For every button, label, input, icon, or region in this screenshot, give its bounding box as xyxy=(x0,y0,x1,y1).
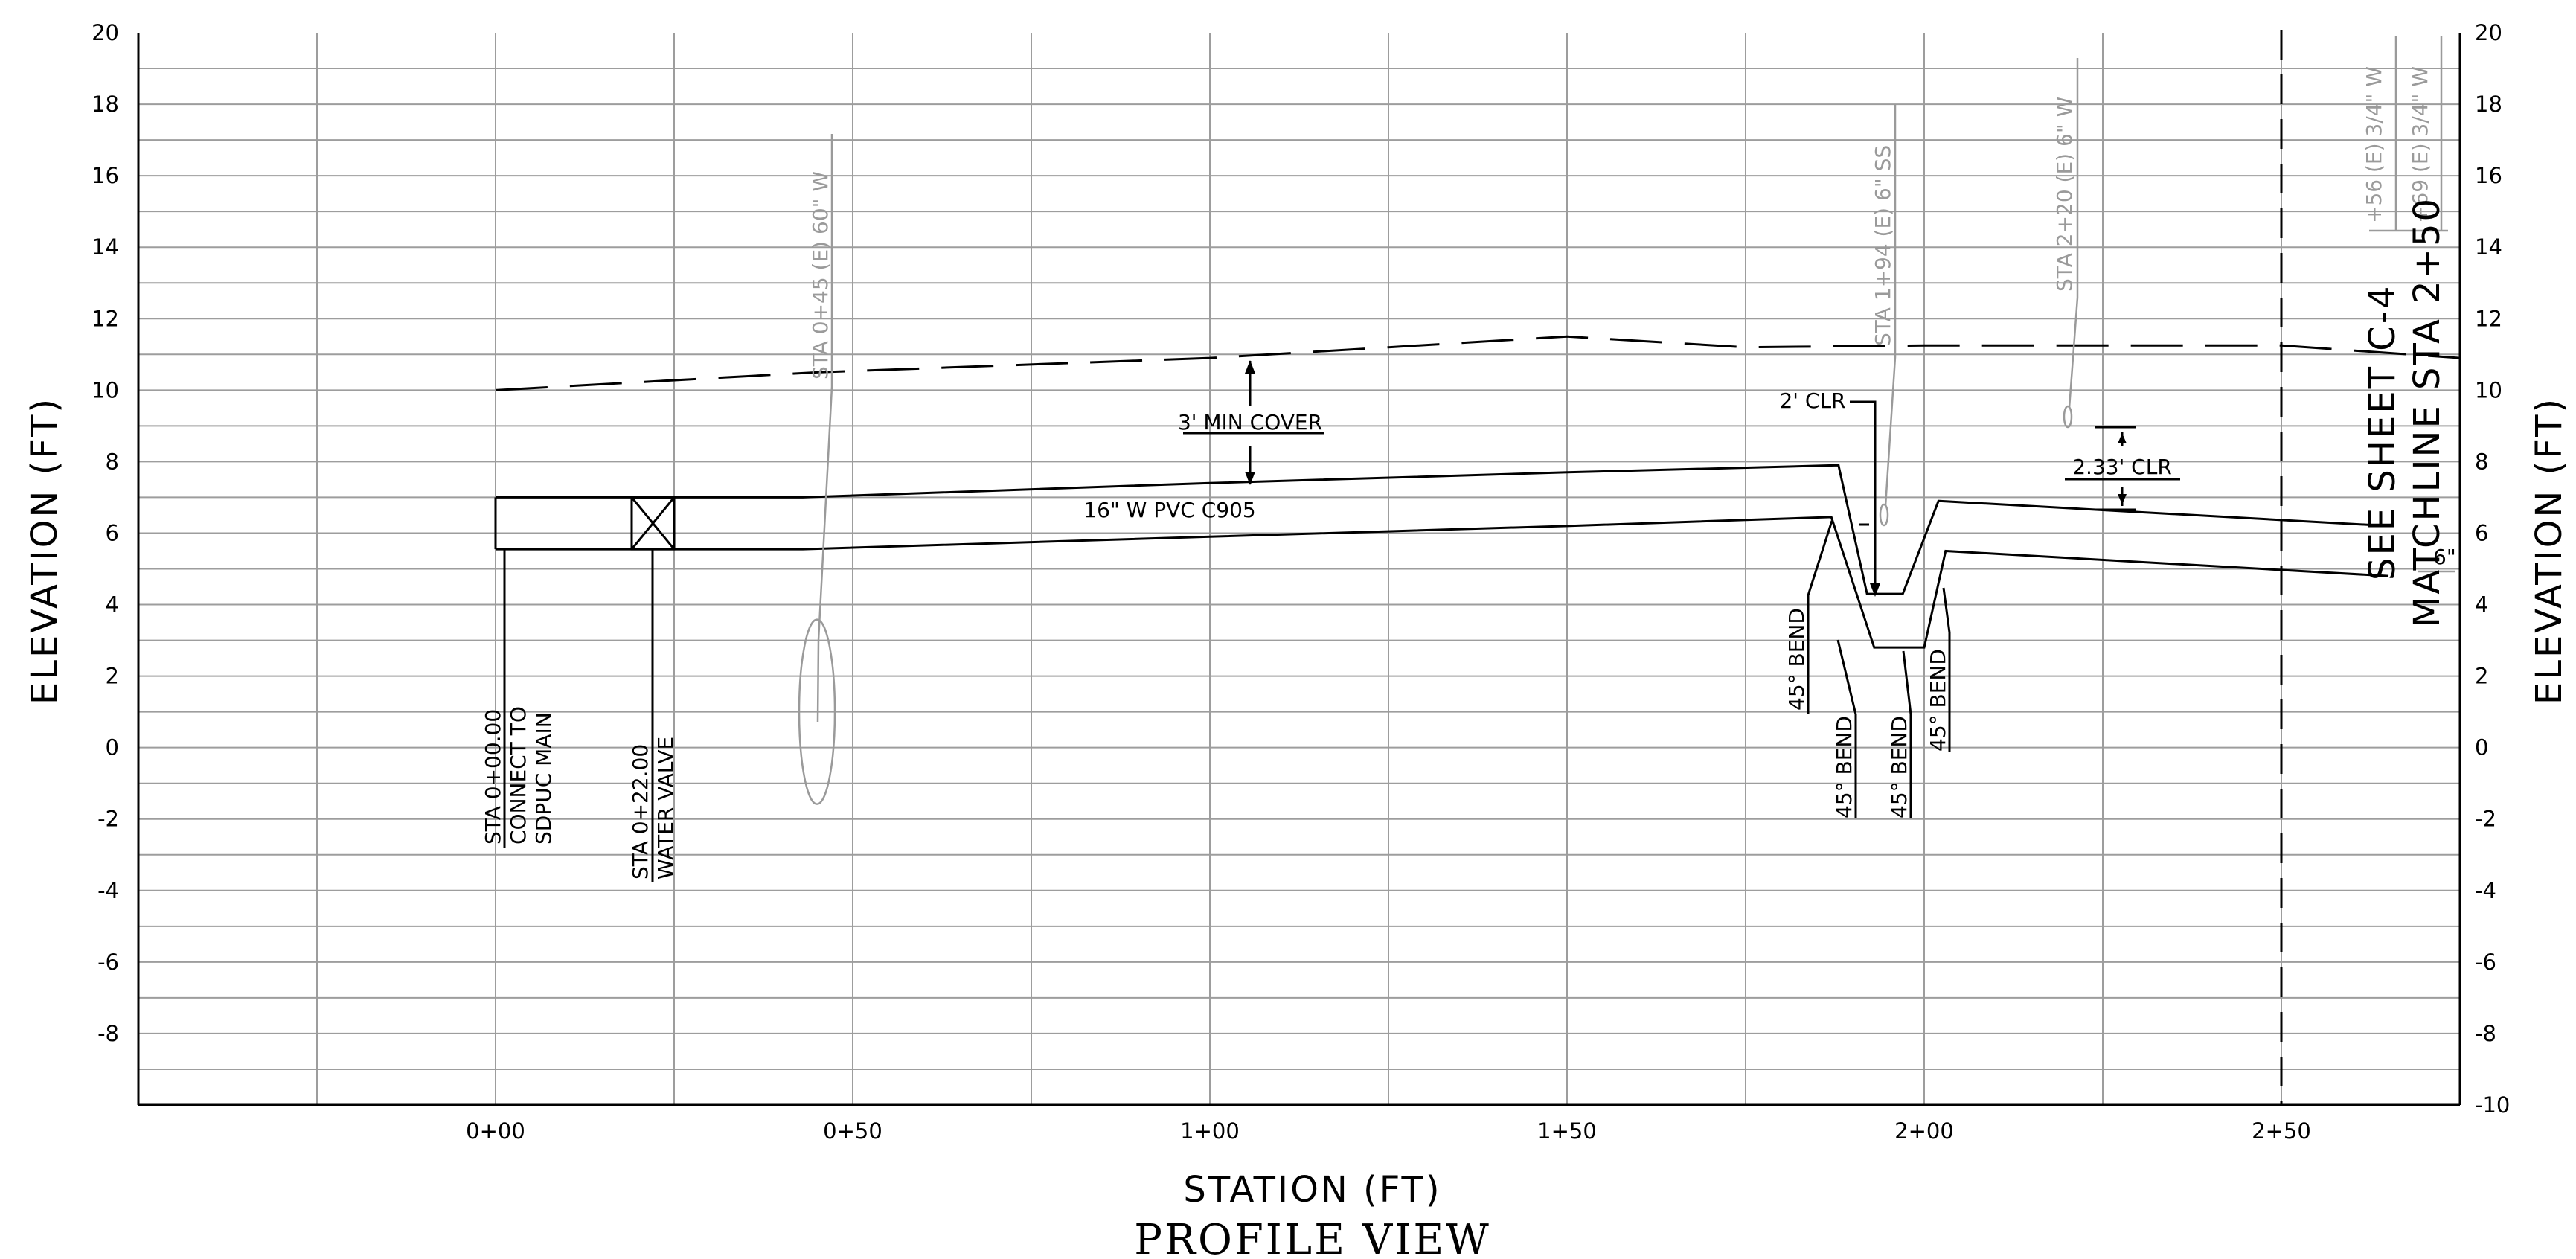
leader-utility-045 xyxy=(816,134,833,723)
x-tick-label: 0+50 xyxy=(823,1118,882,1144)
y-tick-label-left: -4 xyxy=(97,878,119,903)
tick-labels: -8-6-4-202468101214161820-10-8-6-4-20246… xyxy=(92,20,2510,1144)
y-tick-label-left: 20 xyxy=(92,20,119,45)
existing-water-main-60in xyxy=(798,618,836,805)
y-tick-label-left: 16 xyxy=(92,163,119,188)
y-tick-label-left: 4 xyxy=(106,592,119,618)
arrow-cover-up xyxy=(1245,360,1255,374)
y-axis-label-left: ELEVATION (FT) xyxy=(24,397,65,705)
y-tick-label-left: 18 xyxy=(92,92,119,117)
leader-utility-220 xyxy=(2068,58,2079,409)
leader-utility-194 xyxy=(1884,104,1897,507)
y-tick-label-right: 18 xyxy=(2475,92,2502,117)
note-utility-256: +56 (E) 3/4" W xyxy=(2362,66,2386,223)
note-valve-line: STA 0+22.00 xyxy=(628,744,653,880)
y-tick-label-left: 0 xyxy=(106,735,119,760)
y-tick-label-right: 14 xyxy=(2475,234,2502,260)
note-connect-line: STA 0+00.00 xyxy=(481,709,505,845)
pipe-bottom-line xyxy=(496,516,2389,649)
y-tick-label-right: -4 xyxy=(2475,878,2496,903)
x-tick-label: 0+00 xyxy=(466,1118,525,1144)
y-tick-label-left: -2 xyxy=(97,807,119,832)
leader-clear-2ft xyxy=(1850,400,1877,595)
note-bend-3: 45° BEND xyxy=(1887,716,1912,818)
y-tick-label-left: 10 xyxy=(92,377,119,403)
arrow-233-up xyxy=(2118,433,2127,443)
leader-bend-4 xyxy=(1942,587,1951,752)
leader-bend-1 xyxy=(1807,520,1833,714)
x-tick-label: 1+00 xyxy=(1180,1118,1240,1144)
y-tick-label-right: 10 xyxy=(2475,377,2502,403)
y-tick-label-right: 8 xyxy=(2475,449,2488,474)
profile-lines xyxy=(494,30,2461,1105)
y-tick-label-right: -8 xyxy=(2475,1021,2496,1046)
valve-cross xyxy=(630,496,676,551)
y-tick-label-right: 16 xyxy=(2475,163,2502,188)
pipe-top-line xyxy=(496,464,2389,595)
arrow-233-down xyxy=(2118,494,2127,504)
grid xyxy=(138,33,2460,1105)
y-tick-label-left: 8 xyxy=(106,449,119,474)
y-tick-label-right: 12 xyxy=(2475,306,2502,331)
existing-sewer-6in xyxy=(1879,503,1889,527)
note-matchline: MATCHLINE STA 2+50 xyxy=(2406,196,2448,627)
note-clear-233ft: 2.33' CLR xyxy=(2072,455,2172,479)
existing-water-6in xyxy=(2063,405,2073,429)
arrow-cover-down xyxy=(1245,472,1255,485)
x-tick-label: 1+50 xyxy=(1537,1118,1597,1144)
note-min-cover: 3' MIN COVER xyxy=(1178,410,1322,435)
leader-bend-3 xyxy=(1902,650,1912,818)
y-tick-label-right: 20 xyxy=(2475,20,2502,45)
annotations: STA 0+00.00 CONNECT TO SDPUC MAIN STA 0+22.… xyxy=(481,36,2456,882)
y-tick-label-right: 0 xyxy=(2475,735,2488,760)
note-bend-2: 45° BEND xyxy=(1832,716,1856,818)
y-tick-label-left: 12 xyxy=(92,306,119,331)
y-tick-label-right: 2 xyxy=(2475,664,2488,689)
y-tick-label-left: 6 xyxy=(106,520,119,545)
y-tick-label-left: -8 xyxy=(97,1021,119,1046)
note-pipe: 16" W PVC C905 xyxy=(1083,498,1255,522)
leader-bend-2 xyxy=(1836,639,1857,818)
y-tick-label-left: 14 xyxy=(92,234,119,260)
y-tick-label-right: -10 xyxy=(2475,1092,2510,1118)
note-utility-220: STA 2+20 (E) 6" W xyxy=(2052,97,2077,292)
note-valve-line: WATER VALVE xyxy=(653,737,678,880)
note-bend-4: 45° BEND xyxy=(1926,649,1950,752)
y-axis-label-right: ELEVATION (FT) xyxy=(2528,397,2570,705)
x-tick-label: 2+00 xyxy=(1894,1118,1954,1144)
y-tick-label-right: 4 xyxy=(2475,592,2488,618)
note-bend-1: 45° BEND xyxy=(1784,608,1809,711)
note-connect-line: CONNECT TO xyxy=(506,706,531,845)
note-utility-269: +69 (E) 3/4" W xyxy=(2408,66,2432,223)
y-tick-label-left: 2 xyxy=(106,664,119,689)
y-tick-label-left: -6 xyxy=(97,949,119,975)
plot-frame xyxy=(137,33,2461,1106)
y-tick-label-right: -6 xyxy=(2475,949,2496,975)
note-connect-line: SDPUC MAIN xyxy=(531,712,556,845)
chart-title: PROFILE VIEW xyxy=(1134,1216,1491,1259)
existing-ground-line xyxy=(495,335,2461,391)
x-axis-label: STATION (FT) xyxy=(1183,1169,1441,1211)
x-tick-label: 2+50 xyxy=(2252,1118,2311,1144)
note-see-sheet: SEE SHEET C-4 xyxy=(2362,283,2403,580)
note-six-inch: 6" xyxy=(2433,545,2456,569)
y-tick-label-right: 6 xyxy=(2475,520,2488,545)
arrow-clear-2ft xyxy=(1870,583,1880,597)
note-utility-045: STA 0+45 (E) 60" W xyxy=(808,171,833,379)
y-tick-label-right: -2 xyxy=(2475,807,2496,832)
note-clear-2ft: 2' CLR xyxy=(1779,388,1845,413)
note-utility-194: STA 1+94 (E) 6" SS xyxy=(1871,145,1895,346)
